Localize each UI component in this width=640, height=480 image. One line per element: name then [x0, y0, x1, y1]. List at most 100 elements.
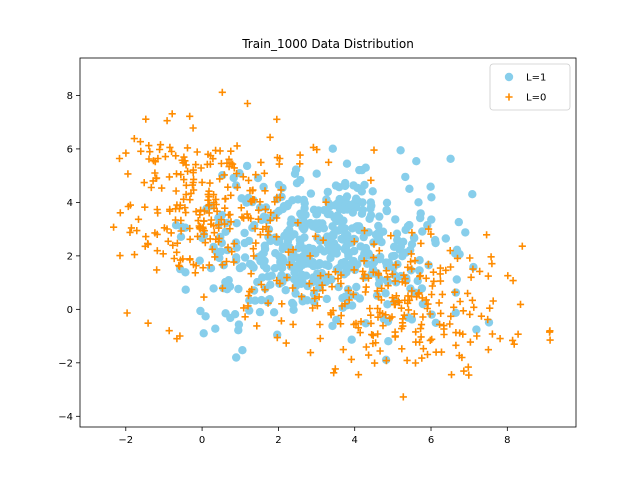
data-point — [176, 232, 186, 241]
x-tick-label: 0 — [199, 435, 205, 446]
data-point — [401, 296, 409, 304]
data-point — [250, 252, 258, 260]
data-point — [389, 242, 399, 251]
data-point — [246, 187, 254, 195]
data-point — [392, 292, 400, 300]
data-point — [198, 178, 206, 186]
data-point — [153, 230, 161, 238]
data-point — [256, 231, 264, 239]
data-point — [259, 225, 267, 233]
data-point — [227, 147, 235, 155]
data-point — [283, 274, 291, 282]
data-point — [215, 234, 223, 242]
data-point — [397, 304, 405, 312]
data-point — [247, 197, 255, 205]
data-point — [200, 230, 208, 238]
x-tick-label: 4 — [352, 435, 358, 446]
data-point — [220, 171, 228, 179]
data-point — [348, 224, 357, 233]
data-point — [327, 311, 335, 319]
data-point — [211, 253, 219, 261]
data-point — [399, 393, 407, 401]
data-point — [504, 272, 512, 280]
data-point — [153, 205, 161, 214]
data-point — [186, 256, 194, 264]
data-point — [235, 263, 245, 273]
data-point — [294, 219, 302, 227]
data-point — [199, 264, 207, 272]
data-point — [243, 210, 251, 218]
data-point — [194, 232, 202, 240]
data-point — [347, 355, 355, 363]
data-point — [166, 143, 174, 151]
data-point — [186, 224, 194, 233]
data-point — [331, 268, 339, 276]
data-point — [338, 293, 347, 303]
data-point — [331, 181, 341, 190]
data-point — [328, 144, 337, 153]
y-tick-label: 0 — [67, 305, 73, 316]
y-axis: −4 −2 0 2 4 6 8 — [58, 91, 80, 423]
data-point — [221, 309, 230, 318]
data-point — [225, 155, 233, 163]
data-point — [181, 157, 189, 165]
data-point — [163, 117, 171, 125]
data-point — [294, 253, 303, 262]
data-point — [211, 324, 220, 333]
data-point — [454, 217, 463, 227]
data-point — [309, 143, 317, 151]
data-point — [261, 205, 270, 213]
data-point — [388, 270, 396, 278]
data-point — [382, 275, 391, 285]
data-point — [240, 238, 249, 248]
data-point — [260, 244, 270, 254]
data-point — [300, 204, 309, 213]
data-point — [366, 204, 375, 213]
data-point — [496, 335, 504, 343]
legend-label: L=0 — [526, 93, 546, 104]
data-point — [279, 242, 288, 251]
data-point — [232, 353, 241, 362]
data-point — [164, 237, 172, 245]
data-point — [357, 187, 366, 196]
data-point — [362, 283, 370, 291]
data-point — [168, 110, 176, 118]
data-point — [356, 329, 364, 337]
data-point — [331, 365, 339, 373]
data-point — [289, 305, 298, 314]
data-point — [418, 227, 427, 236]
data-point — [146, 148, 154, 156]
data-point — [325, 158, 333, 166]
data-point — [484, 272, 492, 280]
data-point — [412, 157, 421, 166]
data-point — [249, 245, 257, 253]
data-point — [266, 133, 274, 141]
data-point — [354, 371, 363, 379]
data-point — [153, 266, 161, 274]
data-point — [340, 181, 350, 191]
y-tick-label: −2 — [58, 358, 73, 369]
data-point — [296, 235, 306, 244]
data-point — [200, 293, 208, 301]
data-point — [224, 243, 232, 251]
data-point — [195, 256, 204, 265]
data-point — [381, 289, 390, 298]
data-point — [196, 306, 205, 316]
data-point — [431, 238, 440, 248]
data-point — [215, 253, 224, 263]
data-point — [403, 222, 413, 231]
data-point — [197, 164, 205, 172]
data-point — [422, 274, 430, 282]
data-point — [418, 354, 426, 362]
data-point — [240, 214, 248, 222]
data-point — [233, 183, 241, 191]
data-point — [344, 286, 353, 294]
data-point — [147, 183, 155, 192]
data-point — [330, 369, 338, 377]
data-point — [366, 198, 375, 207]
data-point — [281, 286, 290, 295]
data-point — [221, 227, 230, 236]
data-point — [136, 138, 144, 146]
data-point — [142, 115, 150, 123]
data-point — [312, 169, 321, 178]
